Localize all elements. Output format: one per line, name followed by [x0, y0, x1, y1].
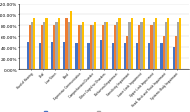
Bar	[104, 22, 106, 69]
Bar	[68, 22, 70, 69]
Bar	[114, 26, 116, 69]
Bar	[112, 44, 114, 69]
Bar	[160, 44, 163, 69]
Bar	[131, 19, 133, 69]
Bar	[143, 19, 145, 69]
Bar	[80, 26, 82, 69]
Bar	[70, 12, 72, 69]
Bar	[128, 22, 131, 69]
Bar	[53, 26, 55, 69]
Bar	[150, 26, 153, 69]
Bar	[65, 19, 68, 69]
Bar	[45, 19, 48, 69]
Bar	[118, 19, 120, 69]
Bar	[41, 26, 43, 69]
Bar	[106, 22, 108, 69]
Bar	[136, 44, 138, 69]
Bar	[116, 22, 118, 69]
Bar	[43, 22, 45, 69]
Bar	[140, 22, 143, 69]
Legend: A: Manual Inflate Monitor, B: Automatic Arm Monitor, C: Automatic Wrist Monitor,: A: Manual Inflate Monitor, B: Automatic …	[44, 110, 165, 112]
Bar	[167, 19, 169, 69]
Bar	[148, 44, 150, 69]
Bar	[58, 19, 60, 69]
Bar	[33, 19, 36, 69]
Bar	[51, 42, 53, 69]
Bar	[63, 42, 65, 69]
Bar	[175, 37, 177, 69]
Bar	[177, 22, 179, 69]
Bar	[75, 44, 78, 69]
Bar	[153, 22, 155, 69]
Bar	[138, 26, 140, 69]
Bar	[173, 48, 175, 69]
Bar	[163, 37, 165, 69]
Bar	[94, 22, 96, 69]
Bar	[29, 26, 31, 69]
Bar	[92, 26, 94, 69]
Bar	[31, 22, 33, 69]
Bar	[90, 26, 92, 69]
Bar	[88, 44, 90, 69]
Bar	[179, 19, 181, 69]
Bar	[124, 44, 126, 69]
Bar	[102, 26, 104, 69]
Bar	[27, 42, 29, 69]
Bar	[39, 44, 41, 69]
Bar	[165, 22, 167, 69]
Bar	[126, 37, 128, 69]
Bar	[100, 41, 102, 69]
Bar	[78, 26, 80, 69]
Bar	[82, 22, 84, 69]
Bar	[55, 22, 58, 69]
Bar	[155, 19, 157, 69]
